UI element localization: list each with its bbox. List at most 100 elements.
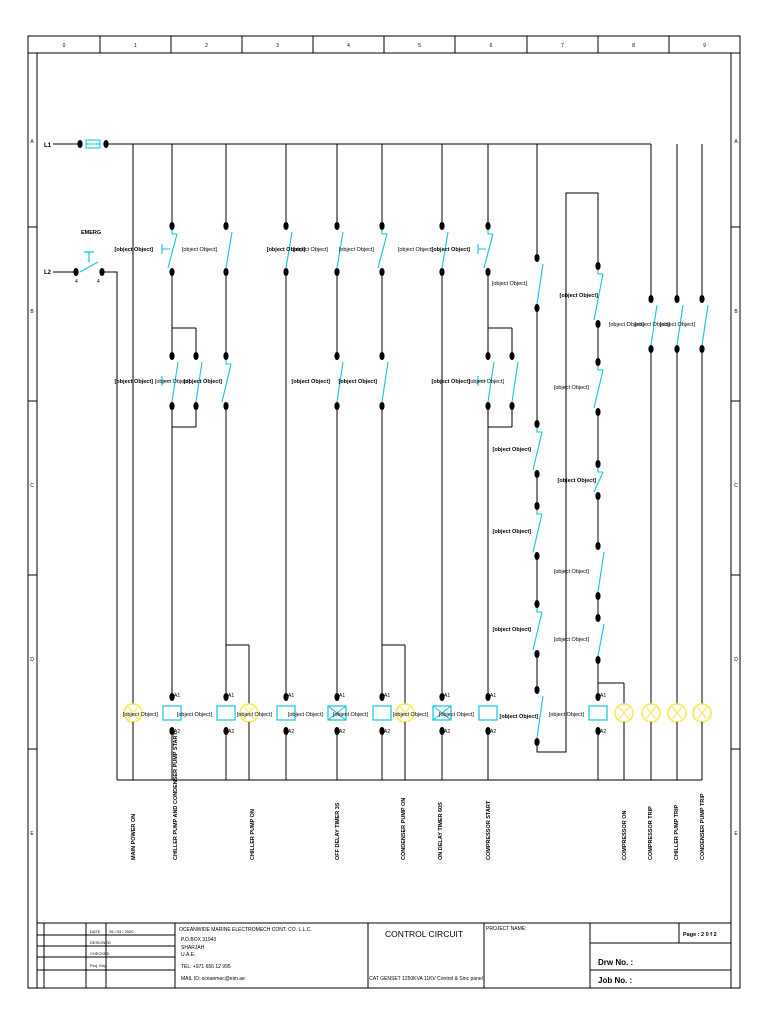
coil-symbol xyxy=(372,705,392,721)
contact-terminal xyxy=(595,614,601,622)
contact-label: [object Object] xyxy=(114,247,153,253)
function-description: CHILLER PUMP ON xyxy=(250,809,256,860)
contact-label: [object Object] xyxy=(339,247,375,253)
contact-label: [object Object] xyxy=(492,281,528,287)
column-number: 7 xyxy=(561,43,564,49)
row-letter: E xyxy=(30,831,34,837)
emergency-switch-contact xyxy=(79,261,99,273)
company-line: U.A.E. xyxy=(181,952,195,958)
nc-contact-blade xyxy=(483,233,494,269)
no-contact-blade xyxy=(285,231,293,269)
no-contact-blade xyxy=(536,695,544,739)
terminal-a2-label: A2 xyxy=(288,729,294,735)
contact-terminal xyxy=(699,345,705,353)
contact-terminal xyxy=(439,222,445,230)
contact-label: [object Object] xyxy=(293,247,329,253)
contact-terminal xyxy=(595,320,601,328)
no-contact-blade xyxy=(536,263,544,305)
no-contact-blade xyxy=(597,551,605,593)
l2-label: L2 xyxy=(44,270,52,276)
nc-contact-blade xyxy=(593,471,604,493)
lamp-cross xyxy=(399,706,411,720)
contact-label: [object Object] xyxy=(635,322,671,328)
column-number: 8 xyxy=(632,43,635,49)
contact-label: [object Object] xyxy=(114,379,153,385)
coil-terminal xyxy=(379,693,385,701)
coil-label: [object Object] xyxy=(123,712,159,718)
contact-terminal xyxy=(534,420,540,428)
contact-terminal xyxy=(595,542,601,550)
title-row-label: DATE xyxy=(90,929,101,934)
nc-contact-blade xyxy=(377,233,388,269)
coil-terminal xyxy=(485,727,491,735)
pushbutton-actuator xyxy=(477,376,486,386)
contact-terminal xyxy=(595,592,601,600)
contact-label: [object Object] xyxy=(183,379,222,385)
coil-symbol xyxy=(216,705,236,721)
function-description: CONDENSER PUMP TRIP xyxy=(700,793,706,860)
function-description: CHILLER PUMP TRIP xyxy=(674,804,680,860)
contact-terminal xyxy=(648,295,654,303)
contact-terminal xyxy=(534,254,540,262)
no-contact-blade xyxy=(225,231,233,269)
contact-terminal xyxy=(648,345,654,353)
contact-terminal xyxy=(595,262,601,270)
nc-contact xyxy=(171,230,177,235)
contact-terminal xyxy=(534,738,540,746)
contact-label: [object Object] xyxy=(554,637,590,643)
contact-label: [object Object] xyxy=(559,293,598,299)
l2-return-wire xyxy=(102,271,118,780)
coil-terminal xyxy=(334,727,340,735)
contact-terminal xyxy=(534,686,540,694)
contact-terminal xyxy=(223,268,229,276)
emergency-terminal xyxy=(73,268,79,276)
contact-terminal xyxy=(334,222,340,230)
column-number: 0 xyxy=(63,43,66,49)
contact-label: [object Object] xyxy=(431,379,470,385)
pushbutton-actuator xyxy=(161,244,170,254)
contact-label: [object Object] xyxy=(499,714,538,720)
column-number: 6 xyxy=(490,43,493,49)
row-letter: E xyxy=(734,831,738,837)
nc-contact-blade xyxy=(593,273,604,321)
contact-terminal xyxy=(534,552,540,560)
title-row-label: DESIGNED xyxy=(90,940,111,945)
terminal-a2-label: A2 xyxy=(228,729,234,735)
emergency-label: EMERG xyxy=(81,230,101,236)
row-letter: D xyxy=(30,657,34,663)
coil-terminal xyxy=(595,693,601,701)
no-contact-blade xyxy=(676,304,684,346)
nc-contact-blade xyxy=(532,611,543,651)
lamp-cross xyxy=(645,706,657,720)
coil-terminal xyxy=(223,727,229,735)
function-description: ON DELAY TIMER 60S xyxy=(438,802,444,860)
no-contact-blade xyxy=(597,623,605,657)
nc-contact xyxy=(381,230,387,235)
terminal-a2-label: A2 xyxy=(174,729,180,735)
nc-contact xyxy=(536,428,542,433)
contact-terminal xyxy=(485,402,491,410)
l1-label: L1 xyxy=(44,143,52,149)
contact-terminal xyxy=(509,402,515,410)
contact-label: [object Object] xyxy=(492,447,531,453)
contact-terminal xyxy=(169,268,175,276)
contact-terminal xyxy=(674,295,680,303)
coil-label: [object Object] xyxy=(549,712,585,718)
column-number: 3 xyxy=(276,43,279,49)
contact-terminal xyxy=(223,352,229,360)
no-contact-blade xyxy=(171,361,179,403)
row-letter: C xyxy=(734,483,738,489)
function-description: MAIN POWER ON xyxy=(131,814,137,860)
contact-terminal xyxy=(674,345,680,353)
no-contact-blade xyxy=(487,361,495,403)
contact-terminal xyxy=(699,295,705,303)
function-description: CHILLER PUMP AND CONDENSER PUMP START xyxy=(173,732,179,860)
contact-terminal xyxy=(283,268,289,276)
row-letter: A xyxy=(30,139,34,145)
coil-symbol xyxy=(478,705,498,721)
coil-terminal xyxy=(283,727,289,735)
company-line: MAIL ID: oceanmec@eim.ae xyxy=(181,976,245,982)
lamp-cross xyxy=(696,706,708,720)
contact-terminal xyxy=(223,222,229,230)
